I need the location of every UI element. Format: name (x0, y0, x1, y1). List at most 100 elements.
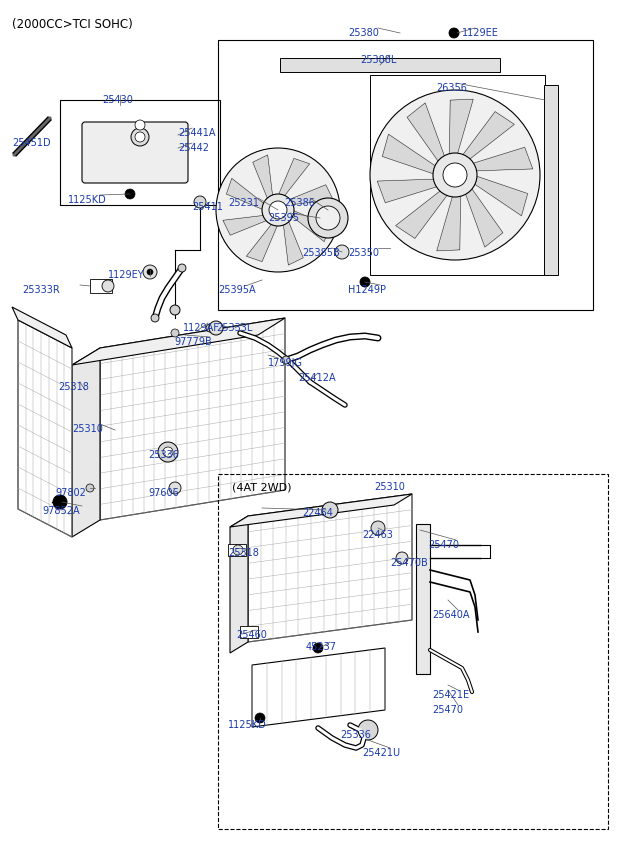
Text: 25333R: 25333R (22, 285, 60, 295)
Text: 25442: 25442 (178, 143, 209, 153)
Polygon shape (252, 648, 385, 727)
Circle shape (262, 194, 294, 226)
Text: 97802: 97802 (55, 488, 86, 498)
Polygon shape (460, 112, 514, 161)
Circle shape (282, 356, 290, 364)
Circle shape (322, 502, 338, 518)
Bar (218, 40, 593, 310)
Text: 25470: 25470 (428, 540, 459, 550)
Text: 25395: 25395 (268, 213, 299, 223)
Polygon shape (472, 175, 528, 215)
Text: 25310: 25310 (374, 482, 405, 492)
Circle shape (102, 280, 114, 292)
Polygon shape (377, 179, 441, 203)
Circle shape (151, 314, 159, 322)
Polygon shape (18, 320, 72, 537)
Circle shape (178, 264, 186, 272)
Polygon shape (72, 318, 285, 365)
Text: 25395A: 25395A (218, 285, 256, 295)
Circle shape (216, 148, 340, 272)
Polygon shape (12, 307, 72, 348)
Circle shape (358, 720, 378, 740)
Polygon shape (449, 99, 473, 158)
Circle shape (135, 120, 145, 130)
Polygon shape (291, 210, 329, 242)
Text: 25385B: 25385B (302, 248, 340, 258)
Text: 25411: 25411 (192, 202, 223, 212)
Text: 22464: 22464 (302, 508, 333, 518)
Polygon shape (230, 516, 248, 653)
Text: 26356: 26356 (436, 83, 467, 93)
Text: 25336: 25336 (148, 450, 179, 460)
Text: 25318: 25318 (58, 382, 89, 392)
Bar (90, 279, 112, 293)
Text: 25421E: 25421E (432, 690, 469, 700)
Polygon shape (407, 103, 446, 165)
Text: 25380: 25380 (348, 28, 379, 38)
Text: 25640A: 25640A (432, 610, 470, 620)
Text: 1129EE: 1129EE (462, 28, 499, 38)
Circle shape (209, 321, 223, 335)
FancyBboxPatch shape (82, 122, 188, 183)
Polygon shape (470, 148, 533, 171)
Bar (416, 524, 430, 674)
Text: 97606: 97606 (148, 488, 179, 498)
Circle shape (308, 198, 348, 238)
Text: (2000CC>TCI SOHC): (2000CC>TCI SOHC) (12, 18, 133, 31)
Polygon shape (100, 318, 285, 520)
Polygon shape (283, 220, 303, 265)
Text: 25441A: 25441A (178, 128, 216, 138)
Text: 25470B: 25470B (390, 558, 428, 568)
Polygon shape (278, 159, 310, 197)
Bar (240, 626, 258, 638)
Text: 97852A: 97852A (42, 506, 80, 516)
Circle shape (53, 495, 67, 509)
Circle shape (169, 482, 181, 494)
Text: 25386: 25386 (284, 198, 315, 208)
Text: 25412A: 25412A (298, 373, 336, 383)
Circle shape (170, 305, 180, 315)
Bar (370, 75, 545, 275)
Polygon shape (437, 192, 460, 251)
Text: 25336: 25336 (340, 730, 371, 740)
Circle shape (143, 265, 157, 279)
Circle shape (158, 442, 178, 462)
Text: 25430: 25430 (102, 95, 133, 105)
Circle shape (86, 484, 94, 492)
Circle shape (443, 163, 467, 187)
Text: 25460: 25460 (236, 630, 267, 640)
Text: 25388L: 25388L (360, 55, 396, 65)
Circle shape (233, 545, 243, 555)
Polygon shape (226, 178, 265, 210)
Text: 45237: 45237 (306, 642, 337, 652)
Text: 25333L: 25333L (216, 323, 252, 333)
Circle shape (131, 128, 149, 146)
Text: (4AT 2WD): (4AT 2WD) (232, 482, 292, 492)
Circle shape (449, 28, 459, 38)
Circle shape (255, 713, 265, 723)
Circle shape (163, 447, 173, 457)
Circle shape (171, 329, 179, 337)
Text: 25310: 25310 (72, 424, 103, 434)
Circle shape (313, 643, 323, 653)
Polygon shape (253, 155, 273, 200)
Text: 22463: 22463 (362, 530, 393, 540)
Polygon shape (383, 134, 438, 175)
Circle shape (396, 552, 408, 564)
Circle shape (194, 196, 206, 208)
Circle shape (433, 153, 477, 197)
Polygon shape (288, 185, 333, 204)
Polygon shape (396, 188, 449, 238)
Text: 1799JG: 1799JG (268, 358, 303, 368)
Text: 25318: 25318 (228, 548, 259, 558)
Circle shape (125, 189, 135, 199)
Polygon shape (223, 215, 268, 235)
Polygon shape (72, 348, 100, 537)
Circle shape (316, 206, 340, 230)
Text: 1129AF: 1129AF (183, 323, 220, 333)
Text: H1249P: H1249P (348, 285, 386, 295)
Circle shape (269, 201, 287, 219)
Text: 25421U: 25421U (362, 748, 400, 758)
Text: 1125KD: 1125KD (228, 720, 267, 730)
Text: 25350: 25350 (348, 248, 379, 258)
